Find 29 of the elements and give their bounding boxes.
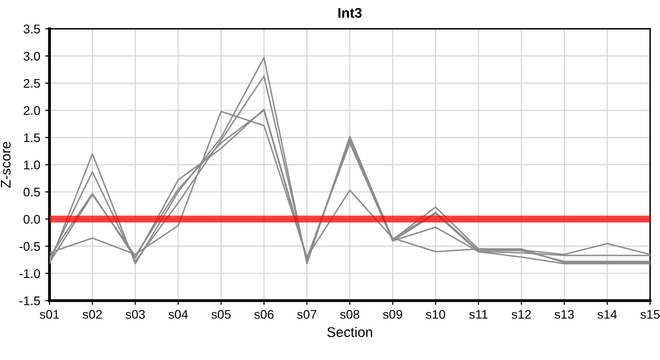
x-tick-label: s13 (554, 310, 574, 319)
x-tick-label: s01 (40, 310, 59, 319)
x-tick-label: s11 (469, 310, 488, 319)
x-tick-label: s15 (640, 310, 660, 319)
y-tick-label: 0.0 (24, 214, 40, 224)
y-tick-label: -1.5 (19, 296, 40, 306)
x-tick-label: s09 (382, 310, 402, 319)
x-tick-label: s04 (168, 310, 188, 319)
y-tick-label: 2.0 (24, 106, 40, 115)
y-axis-title: Z-score (0, 142, 11, 188)
x-tick-label: s06 (254, 310, 274, 319)
chart-title: Int3 (338, 8, 362, 18)
y-tick-label: -0.5 (19, 242, 40, 251)
y-tick-label: 2.5 (24, 78, 40, 88)
x-tick-label: s05 (211, 310, 231, 319)
y-tick-label: 1.0 (24, 160, 40, 170)
x-tick-label: s12 (512, 310, 531, 319)
x-axis-title: Section (327, 326, 372, 338)
y-tick-label: 0.5 (24, 188, 40, 197)
x-tick-label: s14 (597, 310, 617, 319)
x-tick-label: s03 (126, 310, 145, 319)
x-tick-label: s08 (340, 310, 360, 319)
y-tick-label: -1.0 (19, 269, 40, 278)
x-tick-label: s07 (297, 310, 316, 319)
y-tick-label: 3.5 (24, 24, 40, 34)
y-tick-label: 3.0 (24, 52, 40, 61)
y-tick-label: 1.5 (24, 133, 40, 142)
x-tick-label: s10 (426, 310, 446, 319)
x-tick-label: s02 (82, 310, 102, 319)
